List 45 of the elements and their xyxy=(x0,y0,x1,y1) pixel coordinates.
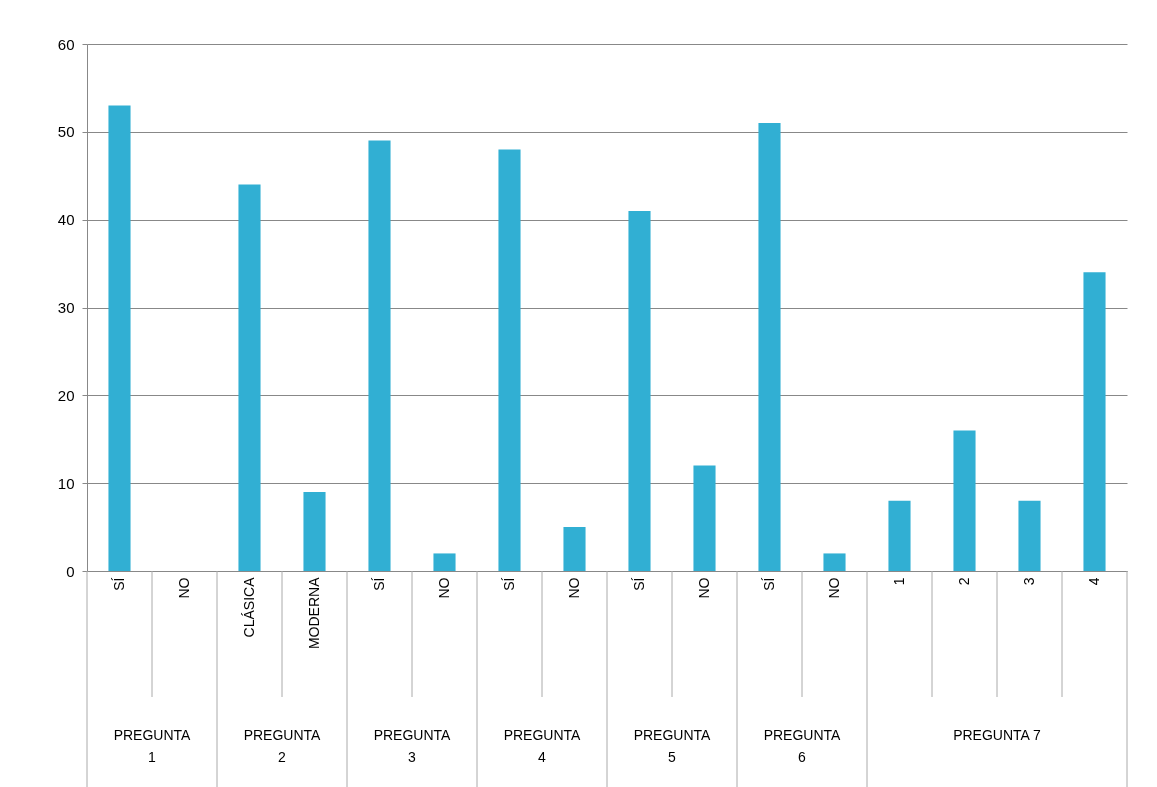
bar xyxy=(498,149,521,571)
x-tick-label: NO xyxy=(695,577,712,599)
x-tick-label: SÍ xyxy=(630,577,647,591)
bar xyxy=(628,210,651,571)
x-tick-label: 4 xyxy=(1085,577,1102,586)
bar xyxy=(108,105,131,571)
x-tick-label: 1 xyxy=(890,577,907,586)
text: PREGUNTA 6 xyxy=(763,727,842,765)
text: PREGUNTA 7 xyxy=(953,727,1042,743)
bar xyxy=(1083,272,1106,571)
x-tick-label: SÍ xyxy=(760,577,777,591)
x-tick-label: 3 xyxy=(1020,577,1037,586)
x-tick-label: SÍ xyxy=(500,577,517,591)
bar xyxy=(563,527,586,571)
bar xyxy=(368,140,391,571)
bar xyxy=(888,500,911,571)
bar xyxy=(758,123,781,571)
x-tick-label: NO xyxy=(435,577,452,599)
y-tick-label: 60 xyxy=(57,35,75,53)
text: PREGUNTA 4 xyxy=(503,727,582,765)
y-tick-label: 0 xyxy=(66,562,75,580)
x-tick-label: SÍ xyxy=(370,577,387,591)
x-tick-label: MODERNA xyxy=(305,576,322,650)
bar xyxy=(238,184,261,571)
y-tick-label: 40 xyxy=(57,211,75,229)
bar xyxy=(823,553,846,571)
text: PREGUNTA 1 xyxy=(113,727,192,765)
x-tick-label: NO xyxy=(565,577,582,599)
text: PREGUNTA 5 xyxy=(633,727,712,765)
bar xyxy=(1018,500,1041,571)
x-tick-label: SÍ xyxy=(110,577,127,591)
y-tick-label: 20 xyxy=(57,386,75,404)
bar xyxy=(693,465,716,571)
x-tick-label: NO xyxy=(175,577,192,599)
text: PREGUNTA 2 xyxy=(243,727,322,765)
y-tick-label: 30 xyxy=(57,299,75,316)
x-tick-label: 2 xyxy=(955,577,972,586)
x-tick-label: CLÁSICA xyxy=(240,576,257,638)
y-tick-label: 50 xyxy=(57,123,75,141)
bar xyxy=(953,430,976,571)
x-tick-label: NO xyxy=(825,577,842,599)
bar xyxy=(303,491,326,571)
text: PREGUNTA 3 xyxy=(373,727,452,765)
y-tick-label: 10 xyxy=(57,474,75,492)
bar xyxy=(433,553,456,571)
